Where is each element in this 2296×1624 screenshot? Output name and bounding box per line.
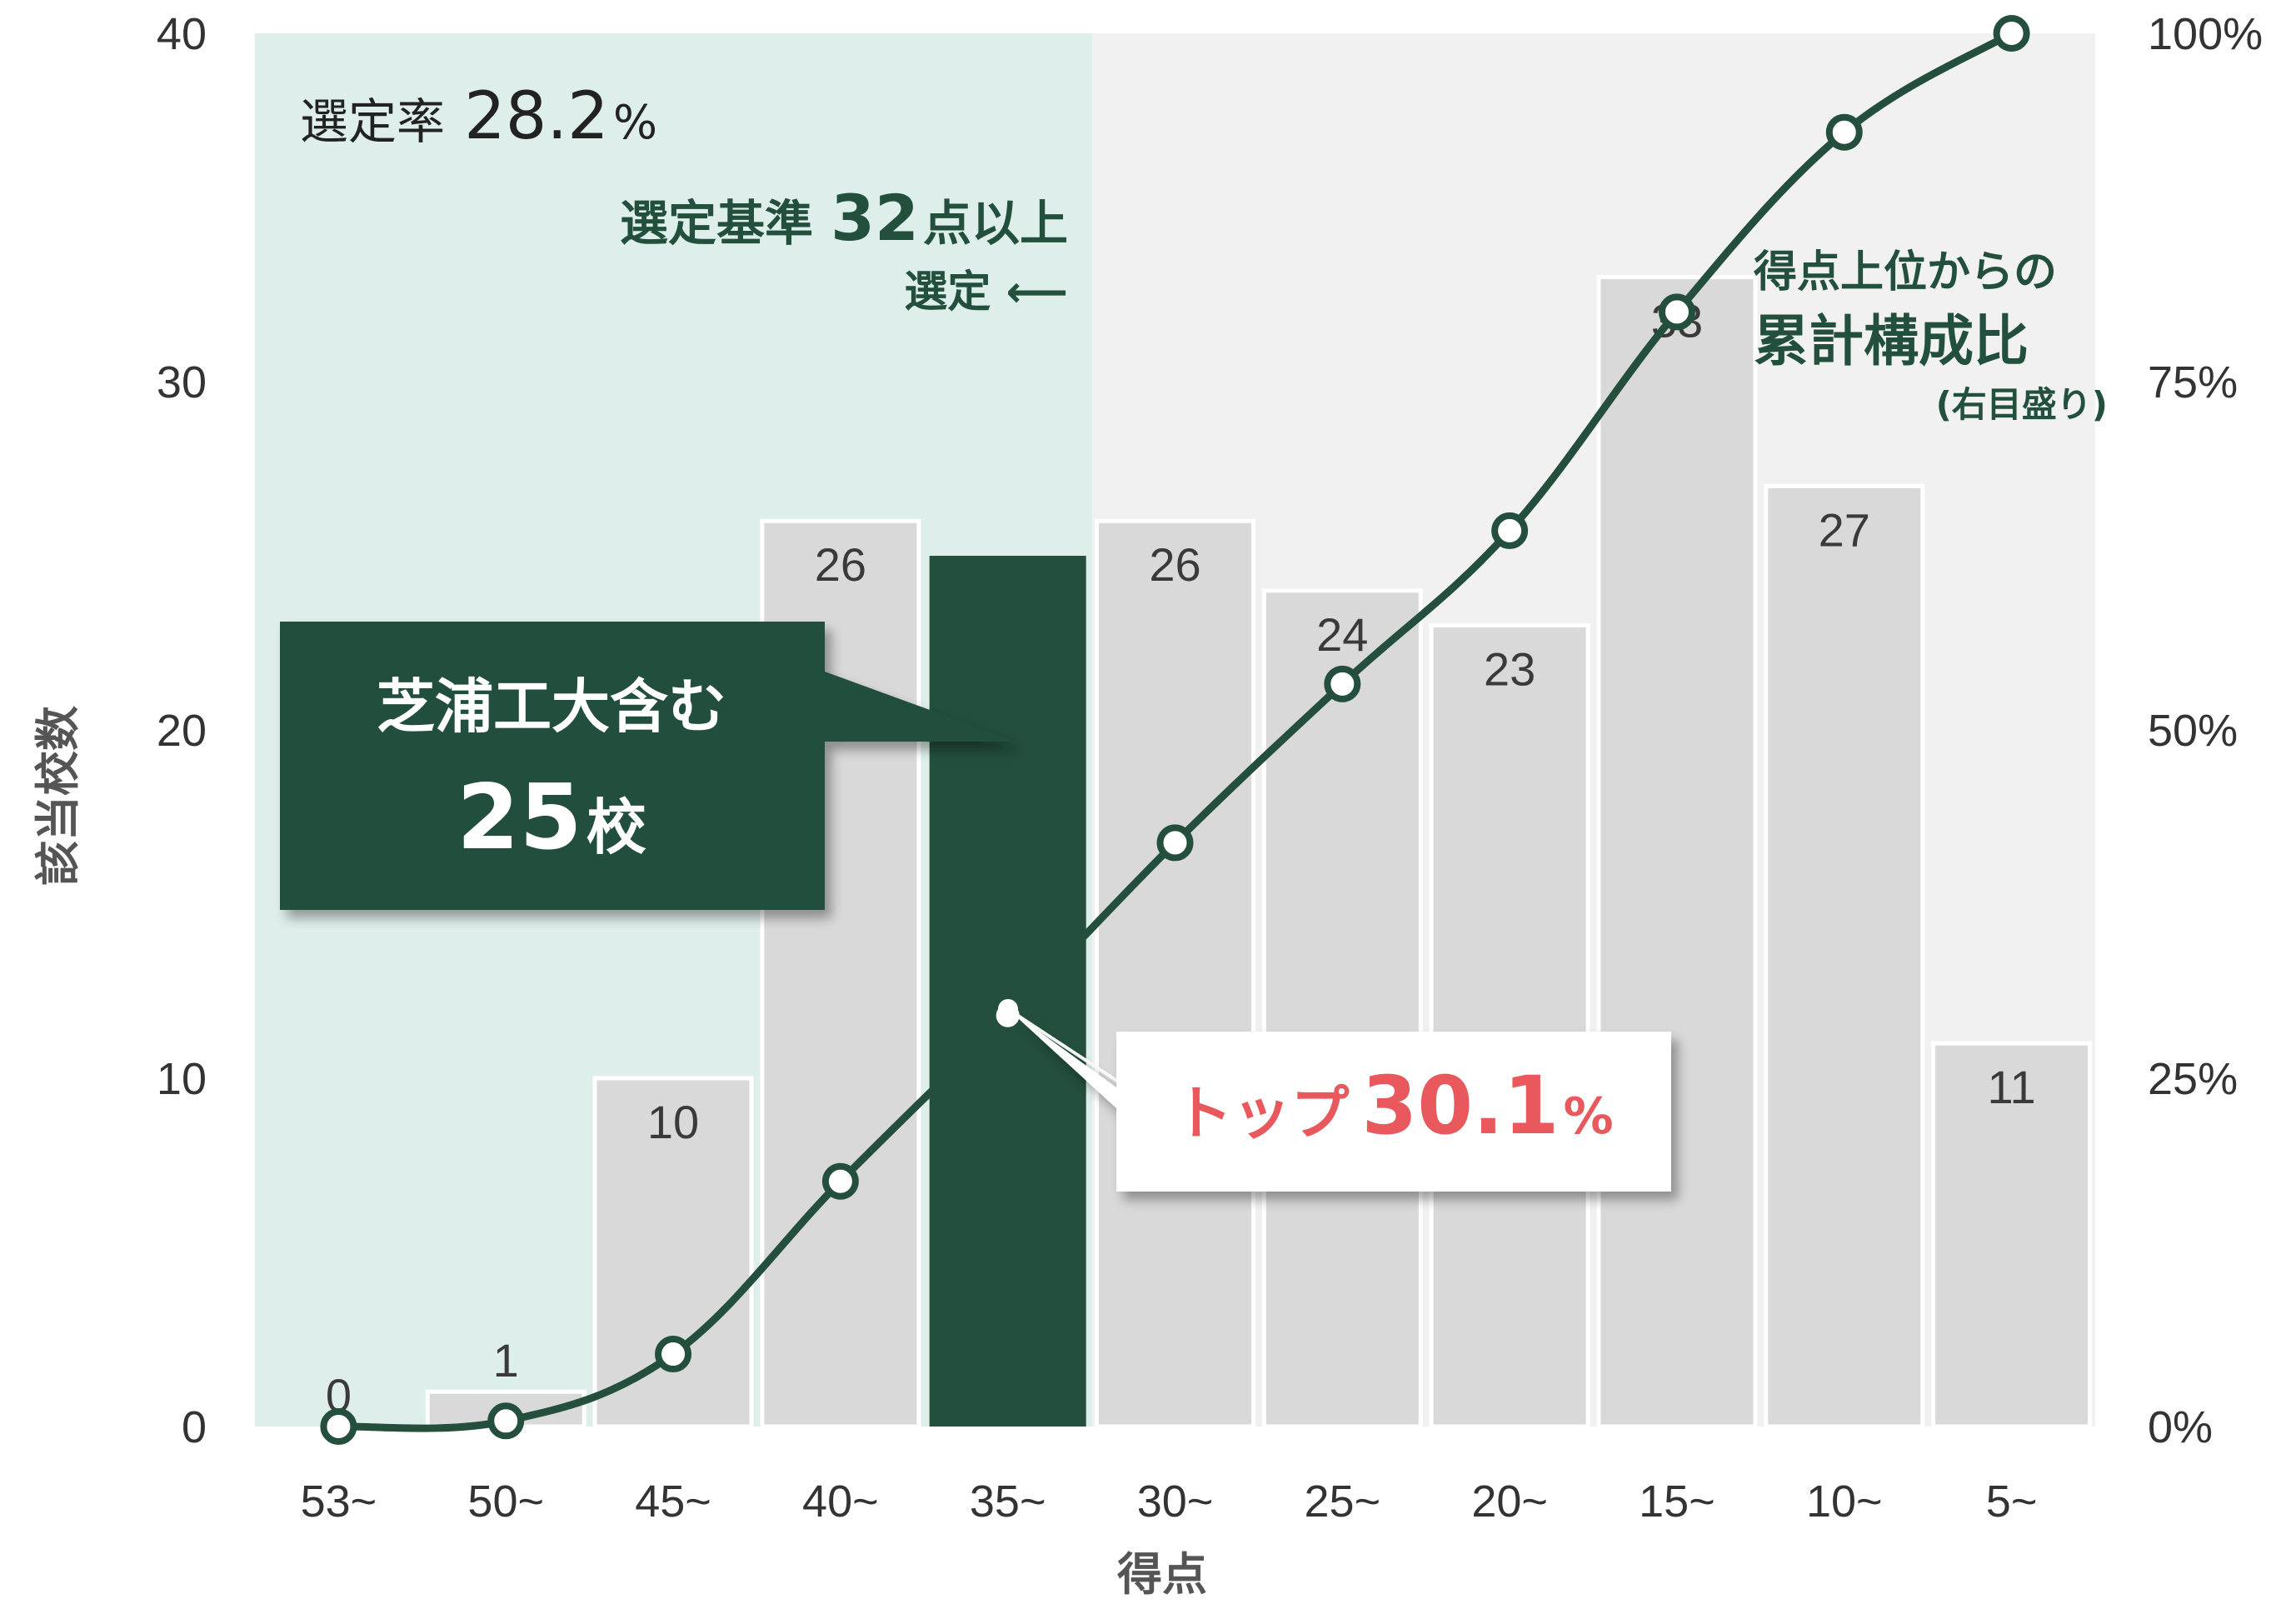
- bar-9: [1764, 483, 1925, 1429]
- x-tick-label-7: 20~: [1471, 1477, 1548, 1527]
- y2-tick-label-4: 100%: [2148, 9, 2263, 59]
- x-tick-label-10: 5~: [1986, 1477, 2038, 1527]
- top-callout-text: トップ 30.1 %: [1174, 1059, 1613, 1152]
- bar-4: [929, 556, 1086, 1427]
- x-axis-title: 得点: [1117, 1548, 1207, 1601]
- cumulative-point-10: [1993, 15, 2030, 52]
- bar-10: [1931, 1041, 2093, 1429]
- y-tick-label-0: 0: [182, 1402, 207, 1452]
- bar-value-label-3: 26: [815, 538, 866, 591]
- y-tick-label-3: 30: [157, 357, 207, 407]
- cumulative-point-2: [655, 1336, 692, 1373]
- y-axis-ticks: 0 10 20 30 40: [157, 9, 207, 1452]
- y-tick-label-2: 20: [157, 706, 207, 756]
- y2-tick-label-1: 25%: [2148, 1054, 2238, 1104]
- bars: [425, 275, 2093, 1429]
- count-callout: [280, 622, 1016, 910]
- bar-value-label-10: 11: [1988, 1061, 2036, 1113]
- y-tick-label-4: 40: [157, 9, 207, 59]
- selection-criterion: 選定基準 32 点以上: [620, 181, 1068, 255]
- bar-value-label-9: 27: [1819, 503, 1870, 556]
- x-tick-label-2: 45~: [635, 1477, 711, 1527]
- bar-5: [1095, 518, 1255, 1429]
- cumulative-point-6: [1324, 665, 1361, 702]
- bar-value-label-7: 23: [1484, 643, 1535, 696]
- bar-value-label-2: 10: [647, 1096, 699, 1148]
- cumulative-point-8: [1658, 293, 1695, 331]
- bar-8: [1596, 275, 1758, 1429]
- top-callout-pointer: [1006, 1007, 1122, 1085]
- selected-arrow-label: 選定 ⟵: [904, 267, 1068, 317]
- count-callout-box: [280, 622, 1016, 910]
- series-label-line1: 得点上位からの: [1754, 247, 2057, 297]
- x-tick-label-4: 35~: [970, 1477, 1046, 1527]
- x-tick-label-9: 10~: [1806, 1477, 1883, 1527]
- bar-7: [1429, 623, 1590, 1429]
- y-tick-label-1: 10: [157, 1054, 207, 1104]
- top-callout-box: [1008, 1009, 1671, 1192]
- series-label-line3: (右目盛り): [1936, 384, 2108, 425]
- bar-value-label-1: 1: [493, 1334, 519, 1387]
- cumulative-point-1: [487, 1402, 525, 1440]
- x-tick-label-5: 30~: [1137, 1477, 1214, 1527]
- y2-axis-ticks: 0% 25% 50% 75% 100%: [2148, 9, 2263, 1452]
- bar-value-label-6: 24: [1316, 608, 1368, 661]
- x-tick-label-3: 40~: [802, 1477, 879, 1527]
- bar-value-label-5: 26: [1149, 538, 1200, 591]
- top-callout: [1008, 1009, 1671, 1192]
- selection-rate: 選定率 28.2 %: [300, 79, 657, 154]
- y-axis-title: 該当校数: [32, 706, 84, 886]
- count-callout-line2: 25 校: [457, 766, 646, 870]
- cumulative-point-5: [1156, 824, 1194, 862]
- y2-tick-label-3: 75%: [2148, 357, 2238, 407]
- x-tick-label-1: 50~: [467, 1477, 544, 1527]
- cumulative-point-0: [320, 1408, 357, 1445]
- bar-6: [1261, 588, 1423, 1429]
- x-tick-label-8: 15~: [1639, 1477, 1715, 1527]
- cumulative-point-7: [1491, 512, 1529, 549]
- unselected-region: [1092, 33, 2095, 1427]
- cumulative-point-3: [821, 1162, 859, 1200]
- y2-tick-label-2: 50%: [2148, 706, 2238, 756]
- x-tick-label-6: 25~: [1305, 1477, 1381, 1527]
- cumulative-point-9: [1825, 113, 1863, 151]
- series-label-line2: 累計構成比: [1754, 309, 2029, 373]
- x-tick-label-0: 53~: [301, 1477, 377, 1527]
- count-callout-line1: 芝浦工大含む: [377, 672, 726, 741]
- cumulative-line: [338, 30, 2014, 1432]
- y2-tick-label-0: 0%: [2148, 1402, 2213, 1452]
- x-axis-ticks: 53~ 50~ 45~ 40~ 35~ 30~ 25~ 20~ 15~ 10~ 5~: [301, 1477, 2038, 1527]
